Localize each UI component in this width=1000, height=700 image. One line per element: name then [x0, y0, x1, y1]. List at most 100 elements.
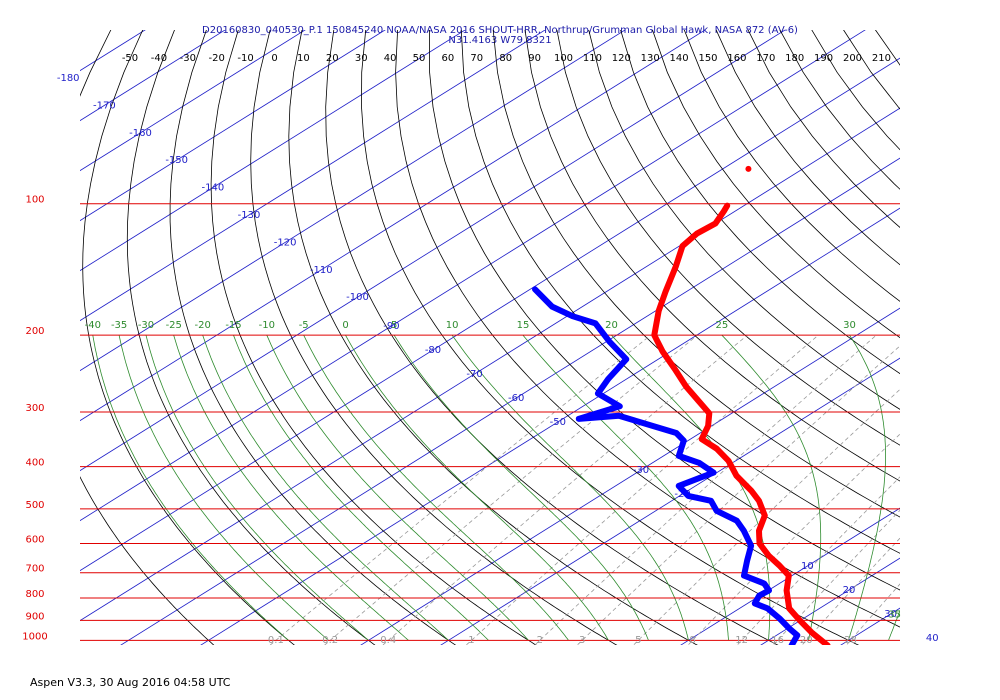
- mixing-ratio-line: [633, 388, 900, 645]
- isotherm: [80, 30, 306, 172]
- dry-adiabat: [428, 30, 900, 591]
- top-label: 110: [583, 53, 602, 64]
- dry-adiabat: [811, 30, 900, 151]
- moist-adiabat-label: 15: [517, 320, 530, 331]
- isotherm: [120, 157, 900, 645]
- isotherm-label: -140: [201, 183, 224, 194]
- dry-adiabat: [80, 30, 215, 645]
- isotherm: [80, 30, 226, 122]
- moist-adiabat-label: -30: [138, 320, 154, 331]
- moist-adiabat-label: -5: [299, 320, 309, 331]
- top-label: -50: [122, 53, 138, 64]
- top-label: 200: [843, 53, 862, 64]
- isotherm: [80, 30, 706, 422]
- moist-adiabat-label: 30: [843, 320, 856, 331]
- dry-adiabat: [876, 0, 1000, 658]
- mixing-ratio-label: 3: [579, 635, 585, 646]
- top-label: 90: [528, 53, 541, 64]
- top-label: -20: [209, 53, 225, 64]
- mixing-ratio-label: 8: [689, 635, 695, 646]
- top-label: 170: [756, 53, 775, 64]
- mixing-ratio-line: [324, 334, 698, 645]
- y-tick-label: 1000: [22, 631, 47, 642]
- dry-adiabat: [652, 30, 900, 339]
- dry-adiabat: [556, 30, 900, 446]
- isotherm-label: 20: [843, 585, 856, 596]
- dry-adiabat: [288, 30, 698, 645]
- moist-adiabat: [451, 334, 689, 641]
- isotherm: [900, 0, 1000, 658]
- y-tick-label: 300: [25, 403, 44, 414]
- isotherm: [80, 30, 786, 472]
- moist-adiabat-label: 25: [716, 320, 729, 331]
- mixing-ratio-line: [269, 334, 651, 645]
- isotherm-label: -30: [633, 465, 649, 476]
- mixing-ratio-line: [382, 334, 748, 645]
- isotherm: [360, 307, 900, 645]
- y-tick-label: 100: [25, 195, 44, 206]
- marker-point: [745, 165, 752, 172]
- isotherm: [80, 30, 466, 272]
- top-label: 120: [612, 53, 631, 64]
- moist-adiabat-label: 20: [605, 320, 618, 331]
- mixing-ratio-label: 0.2: [322, 635, 338, 646]
- y-tick-label: 700: [25, 564, 44, 575]
- mixing-ratio-label: 5: [635, 635, 641, 646]
- top-label: 40: [384, 53, 397, 64]
- isotherm: [200, 207, 900, 645]
- moist-adiabat-label: 35: [888, 610, 901, 621]
- dry-adiabat: [875, 30, 900, 66]
- plot-area: [80, 0, 1000, 658]
- mixing-ratio-line: [845, 583, 900, 645]
- isotherm-label: -120: [274, 237, 297, 248]
- y-tick-label: 900: [25, 611, 44, 622]
- moist-adiabat-label: 5: [391, 320, 397, 331]
- y-tick-label: 400: [25, 458, 44, 469]
- top-label: 160: [727, 53, 746, 64]
- mixing-ratio-label: 28: [844, 635, 857, 646]
- dry-adiabat: [82, 30, 295, 645]
- moist-adiabat: [721, 334, 822, 641]
- y-tick-label: 500: [25, 500, 44, 511]
- top-label: 80: [499, 53, 512, 64]
- top-label: 180: [785, 53, 804, 64]
- top-label: -10: [237, 53, 253, 64]
- top-label: 60: [442, 53, 455, 64]
- dry-adiabat: [325, 30, 779, 645]
- isotherm-label: -160: [129, 128, 152, 139]
- isotherm-label: 30: [884, 609, 897, 620]
- mixing-ratio-label: 1: [468, 635, 474, 646]
- top-label: -30: [180, 53, 196, 64]
- top-label: 140: [670, 53, 689, 64]
- mixing-ratio-line: [465, 334, 819, 645]
- dry-adiabat: [779, 30, 900, 190]
- mixing-ratio-line: [772, 509, 900, 645]
- isotherm-label: -70: [466, 369, 482, 380]
- moist-adiabat-label: 0: [342, 320, 348, 331]
- top-label: 70: [470, 53, 483, 64]
- dry-adiabat: [492, 30, 900, 518]
- moist-adiabat-label: -10: [259, 320, 275, 331]
- mixing-ratio-label: 20: [800, 635, 813, 646]
- labels: -180-170-160-150-140-130-120-110-100-90-…: [22, 53, 938, 646]
- dry-adiabat: [524, 30, 900, 482]
- dry-adiabat: [169, 30, 457, 645]
- dry-adiabat: [460, 30, 900, 554]
- isotherm: [80, 30, 866, 522]
- top-label: 100: [554, 53, 573, 64]
- isotherm-label: -110: [310, 265, 333, 276]
- top-label: 10: [297, 53, 310, 64]
- isotherm-label: -100: [346, 292, 369, 303]
- isotherm: [80, 30, 386, 222]
- moist-adiabat: [888, 609, 900, 641]
- chart-subtitle: N31.4163 W79.8321: [448, 35, 551, 46]
- top-label: -40: [151, 53, 167, 64]
- top-label: 130: [641, 53, 660, 64]
- isotherm-label: -60: [508, 393, 524, 404]
- moist-adiabat: [303, 335, 569, 641]
- moist-adiabat-label: 10: [446, 320, 459, 331]
- dry-adiabat: [250, 30, 618, 645]
- top-label: 190: [814, 53, 833, 64]
- dry-adiabat: [588, 30, 900, 410]
